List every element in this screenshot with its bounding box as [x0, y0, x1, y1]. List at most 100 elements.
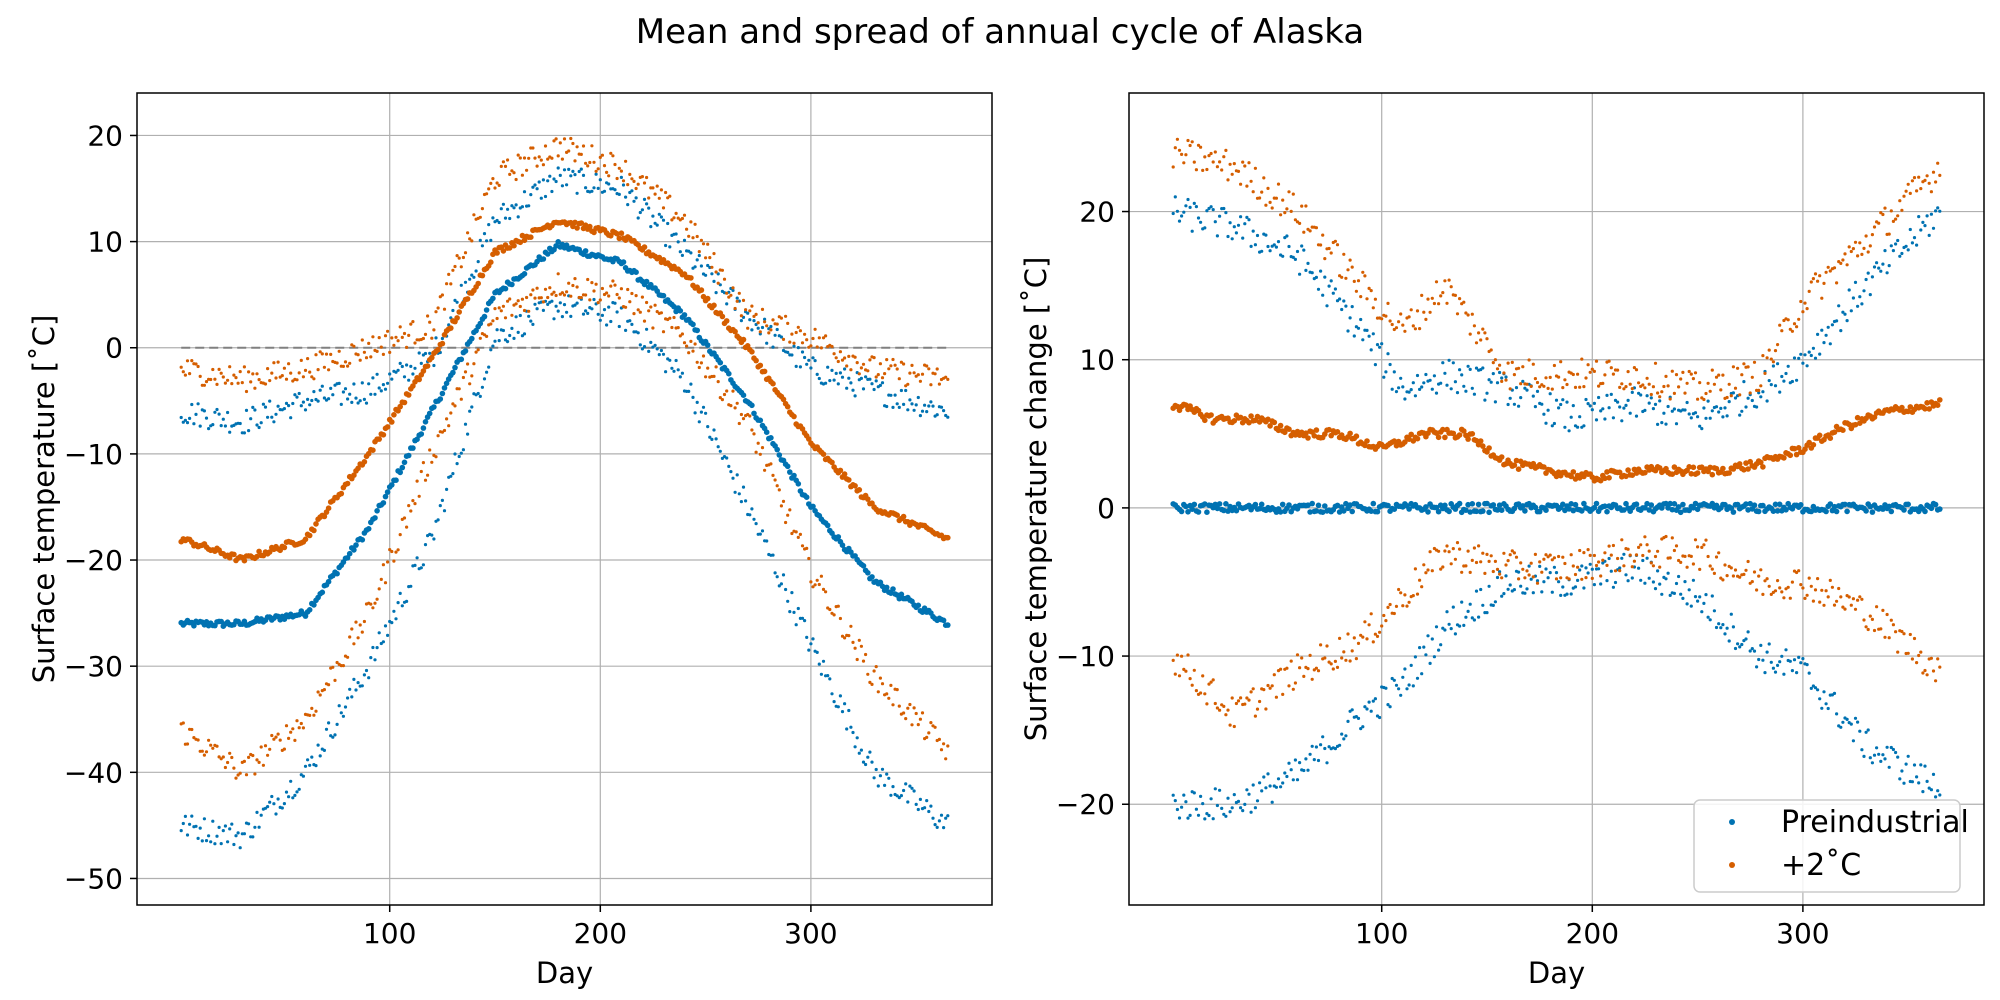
data-point — [1881, 262, 1885, 266]
data-point — [929, 383, 933, 387]
data-point — [1643, 581, 1647, 585]
data-point — [231, 551, 237, 558]
data-point — [657, 212, 661, 216]
data-point — [379, 389, 383, 393]
data-point — [1919, 228, 1923, 232]
data-point — [750, 328, 754, 332]
x-tick-label: 200 — [1566, 917, 1619, 950]
data-point — [661, 206, 666, 210]
data-point — [1403, 593, 1407, 597]
data-point — [1464, 615, 1468, 619]
data-point — [636, 182, 640, 186]
data-point — [1543, 507, 1549, 513]
data-point — [1392, 678, 1396, 682]
data-point — [1314, 226, 1318, 230]
data-point — [1858, 595, 1862, 599]
data-point — [417, 494, 421, 498]
data-point — [712, 374, 716, 378]
data-point — [1571, 372, 1575, 377]
data-point — [1851, 247, 1855, 251]
data-point — [828, 607, 832, 612]
data-point — [680, 332, 685, 336]
data-point — [1870, 617, 1874, 622]
data-point — [276, 404, 280, 408]
data-point — [1752, 360, 1757, 364]
data-point — [1725, 414, 1729, 418]
data-point — [1481, 327, 1485, 331]
data-point — [1291, 255, 1295, 259]
data-point — [1370, 500, 1377, 507]
data-point — [1647, 549, 1651, 553]
data-point — [1286, 502, 1292, 508]
data-point — [1828, 342, 1832, 346]
data-point — [268, 399, 272, 403]
data-point — [1795, 445, 1802, 451]
data-point — [356, 681, 360, 685]
data-point — [1498, 507, 1505, 513]
data-point — [1435, 434, 1442, 441]
data-point — [251, 835, 255, 839]
data-point — [1500, 576, 1504, 580]
data-point — [1221, 507, 1227, 514]
data-point — [1542, 580, 1546, 584]
data-point — [373, 658, 377, 662]
data-point — [824, 522, 831, 529]
data-point — [1171, 211, 1175, 216]
data-point — [1799, 299, 1803, 304]
data-point — [331, 735, 335, 739]
data-point — [887, 776, 891, 780]
data-point — [377, 587, 381, 591]
data-point — [897, 796, 901, 800]
data-point — [543, 194, 548, 199]
data-point — [432, 537, 436, 541]
data-point — [319, 589, 326, 596]
data-point — [899, 388, 904, 393]
data-point — [215, 382, 219, 386]
data-point — [1557, 406, 1561, 410]
data-point — [354, 396, 358, 400]
data-point — [1818, 600, 1822, 604]
data-point — [1183, 402, 1189, 408]
data-point — [693, 222, 697, 226]
data-point — [374, 508, 380, 514]
data-point — [1767, 379, 1771, 383]
data-point — [900, 513, 907, 520]
data-point — [1424, 372, 1428, 377]
data-point — [445, 487, 449, 491]
data-point — [1822, 341, 1826, 345]
data-point — [1373, 297, 1377, 301]
data-point — [346, 696, 350, 700]
data-point — [737, 421, 741, 426]
data-point — [1262, 775, 1266, 779]
data-point — [1411, 324, 1415, 328]
data-point — [1523, 576, 1527, 580]
data-point — [324, 352, 329, 356]
data-point — [376, 436, 383, 442]
data-point — [1363, 274, 1367, 278]
data-point — [1346, 632, 1350, 636]
data-point — [1816, 688, 1820, 692]
data-point — [698, 287, 705, 293]
data-point — [469, 335, 475, 342]
data-point — [1455, 541, 1460, 545]
data-point — [788, 340, 792, 344]
data-point — [697, 250, 701, 254]
data-point — [1277, 509, 1284, 515]
data-point — [1403, 329, 1407, 333]
data-point — [613, 283, 617, 287]
data-point — [1308, 229, 1312, 233]
data-point — [754, 522, 758, 526]
data-point — [491, 177, 495, 181]
data-point — [1702, 397, 1706, 402]
data-point — [776, 452, 783, 458]
data-point — [1177, 674, 1182, 678]
data-point — [491, 344, 495, 348]
data-point — [554, 293, 558, 298]
data-point — [1477, 615, 1481, 619]
data-point — [1586, 402, 1590, 406]
data-point — [1605, 393, 1609, 397]
data-point — [1883, 635, 1887, 639]
data-point — [478, 238, 482, 242]
data-point — [753, 357, 759, 364]
data-point — [491, 216, 495, 220]
